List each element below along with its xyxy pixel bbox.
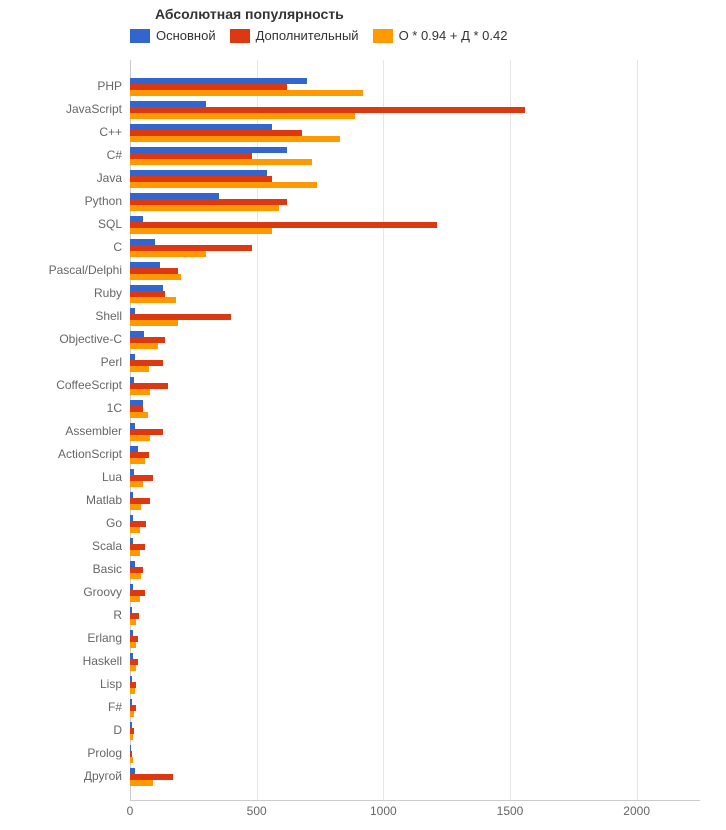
gridline xyxy=(383,60,384,800)
bar-combo xyxy=(130,481,143,487)
bar-combo xyxy=(130,780,153,786)
bar-combo xyxy=(130,228,272,234)
category-label: 1C xyxy=(0,401,122,415)
category-label: R xyxy=(0,608,122,622)
category-label: Groovy xyxy=(0,585,122,599)
legend-label-combo: О * 0.94 + Д * 0.42 xyxy=(399,28,508,43)
x-tick-label: 2000 xyxy=(623,804,650,818)
x-axis xyxy=(130,800,700,801)
category-label: Scala xyxy=(0,539,122,553)
legend-label-add: Дополнительный xyxy=(256,28,359,43)
x-tick-label: 500 xyxy=(247,804,267,818)
chart-legend: Основной Дополнительный О * 0.94 + Д * 0.4… xyxy=(130,28,507,43)
bar-combo xyxy=(130,297,176,303)
category-label: Matlab xyxy=(0,493,122,507)
category-label: F# xyxy=(0,700,122,714)
bar-combo xyxy=(130,711,134,717)
bar-combo xyxy=(130,274,181,280)
category-label: D xyxy=(0,723,122,737)
category-label: Lua xyxy=(0,470,122,484)
bar-combo xyxy=(130,665,136,671)
category-label: Java xyxy=(0,171,122,185)
category-label: Basic xyxy=(0,562,122,576)
legend-swatch-combo xyxy=(373,29,393,43)
x-tick-label: 0 xyxy=(127,804,134,818)
category-label: Erlang xyxy=(0,631,122,645)
bar-combo xyxy=(130,343,158,349)
bar-combo xyxy=(130,136,340,142)
category-label: C++ xyxy=(0,125,122,139)
bar-combo xyxy=(130,734,133,740)
category-label: Python xyxy=(0,194,122,208)
category-label: Objective-C xyxy=(0,332,122,346)
category-label: Perl xyxy=(0,355,122,369)
bar-combo xyxy=(130,642,136,648)
bar-combo xyxy=(130,90,363,96)
category-label: Ruby xyxy=(0,286,122,300)
category-label: SQL xyxy=(0,217,122,231)
bar-combo xyxy=(130,596,140,602)
category-label: C# xyxy=(0,148,122,162)
bar-combo xyxy=(130,757,133,763)
category-label: PHP xyxy=(0,79,122,93)
bar-combo xyxy=(130,504,141,510)
category-label: Pascal/Delphi xyxy=(0,263,122,277)
bar-combo xyxy=(130,366,149,372)
x-tick-label: 1500 xyxy=(497,804,524,818)
bar-combo xyxy=(130,435,150,441)
bar-combo xyxy=(130,688,135,694)
category-label: Assembler xyxy=(0,424,122,438)
bar-combo xyxy=(130,251,206,257)
bar-combo xyxy=(130,205,279,211)
category-label: ActionScript xyxy=(0,447,122,461)
category-label: Lisp xyxy=(0,677,122,691)
bar-combo xyxy=(130,458,145,464)
gridline xyxy=(510,60,511,800)
category-label: Shell xyxy=(0,309,122,323)
popularity-chart: Абсолютная популярность Основной Дополните… xyxy=(0,0,726,830)
category-label: JavaScript xyxy=(0,102,122,116)
plot-area: 0500100015002000 xyxy=(130,60,700,800)
legend-item-add: Дополнительный xyxy=(230,28,359,43)
category-label: Другой xyxy=(0,769,122,783)
category-label: Prolog xyxy=(0,746,122,760)
bar-combo xyxy=(130,113,355,119)
bar-combo xyxy=(130,412,148,418)
legend-swatch-main xyxy=(130,29,150,43)
bar-combo xyxy=(130,527,140,533)
chart-title: Абсолютная популярность xyxy=(155,6,344,22)
legend-item-combo: О * 0.94 + Д * 0.42 xyxy=(373,28,508,43)
bar-combo xyxy=(130,573,141,579)
category-label: C xyxy=(0,240,122,254)
legend-swatch-add xyxy=(230,29,250,43)
legend-item-main: Основной xyxy=(130,28,216,43)
bar-combo xyxy=(130,550,140,556)
bar-combo xyxy=(130,389,150,395)
bar-combo xyxy=(130,320,178,326)
legend-label-main: Основной xyxy=(156,28,216,43)
x-tick-label: 1000 xyxy=(370,804,397,818)
category-label: Go xyxy=(0,516,122,530)
bar-combo xyxy=(130,159,312,165)
category-label: Haskell xyxy=(0,654,122,668)
bar-combo xyxy=(130,619,136,625)
category-label: CoffeeScript xyxy=(0,378,122,392)
bar-combo xyxy=(130,182,317,188)
gridline xyxy=(637,60,638,800)
